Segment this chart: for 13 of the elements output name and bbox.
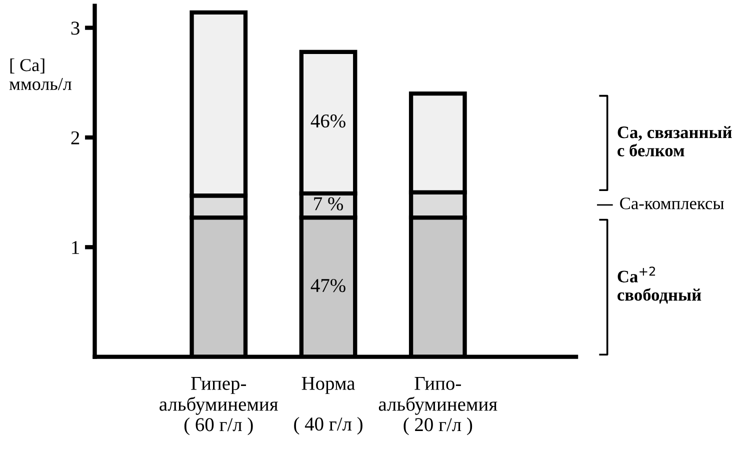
y-tick-label: 2 (71, 131, 80, 144)
x-tick-label: Норма ( 40 г/л ) (294, 377, 362, 435)
annotation: 7 % (314, 197, 343, 210)
text: Ca$^{+2}$ свободный (618, 266, 702, 304)
x-tick-label: Гипо- альбуминемия ( 20 г/л ) (378, 377, 498, 436)
x-tick-label: Гипер- альбуминемия ( 60 г/л ) (160, 377, 278, 436)
text: Ca, связанный с белком (618, 126, 732, 156)
y-tick-label: 1 (72, 241, 79, 254)
legend-label: Ca-комплексы (620, 198, 724, 210)
annotation: 47% (310, 278, 346, 292)
y-axis-title: [ Ca] ммоль/л (9, 58, 72, 90)
y-tick-label: 3 (71, 22, 80, 35)
annotation: 46% (310, 114, 346, 128)
